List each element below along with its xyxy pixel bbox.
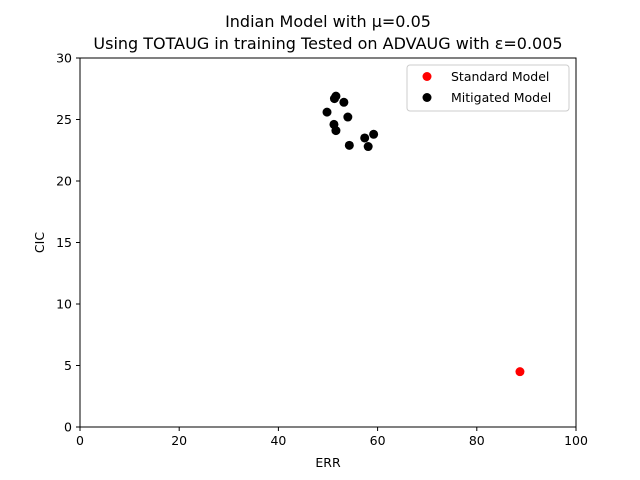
y-tick-label: 0 (64, 420, 72, 435)
axes-group: 0 20 40 60 80 100 0 5 10 15 20 25 30 (56, 51, 588, 449)
y-tick-label: 20 (56, 174, 72, 189)
x-tick-label: 80 (469, 433, 485, 448)
y-axis-label: CIC (32, 232, 47, 253)
x-tick-label: 100 (564, 433, 588, 448)
mitigated-model-point (331, 126, 341, 136)
mitigated-model-point (322, 107, 332, 117)
legend: Standard Model Mitigated Model (406, 64, 570, 112)
y-tick-label: 25 (56, 112, 72, 127)
legend-marker-mitigated (422, 93, 432, 102)
y-tick-label: 5 (64, 358, 72, 373)
plot-frame (79, 57, 577, 428)
x-axis-label: ERR (315, 455, 341, 470)
mitigated-model-point (329, 94, 339, 104)
legend-marker-standard (422, 72, 432, 81)
y-tick-label: 15 (56, 235, 72, 250)
legend-label-mitigated: Mitigated Model (451, 90, 551, 105)
mitigated-model-point (363, 142, 373, 152)
standard-model-point (515, 367, 525, 377)
y-tick-label: 30 (56, 51, 72, 66)
x-tick-label: 20 (171, 433, 187, 448)
x-tick-label: 0 (76, 433, 84, 448)
chart-title-line2: Using TOTAUG in training Tested on ADVAU… (93, 34, 562, 53)
mitigated-model-point (339, 97, 349, 107)
chart-title-line1: Indian Model with μ=0.05 (225, 12, 431, 31)
mitigated-model-point (369, 129, 379, 139)
y-tick-label: 10 (56, 297, 72, 312)
mitigated-model-point (343, 112, 353, 122)
data-points (322, 91, 525, 377)
legend-box (406, 64, 570, 112)
x-tick-label: 60 (370, 433, 386, 448)
mitigated-model-point (360, 133, 370, 143)
legend-label-standard: Standard Model (451, 69, 549, 84)
x-tick-label: 40 (270, 433, 286, 448)
mitigated-model-point (344, 140, 354, 150)
